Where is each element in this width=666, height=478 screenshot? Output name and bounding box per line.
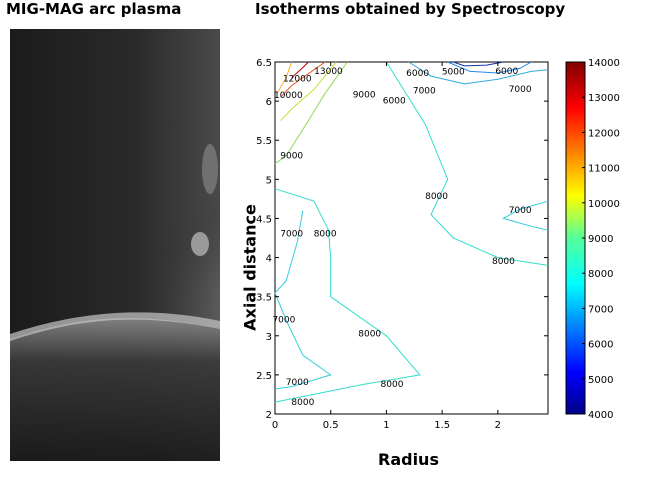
contour-label-0: 13000 [314, 67, 343, 77]
contour-label-14: 8000 [314, 230, 337, 240]
contour-line-7000-3 [502, 200, 549, 231]
contour-label-6: 5000 [442, 68, 465, 78]
y-tick-label-8: 6 [266, 97, 272, 108]
y-tick-label-2: 3 [266, 332, 272, 343]
y-tick-label-3: 3.5 [256, 293, 272, 304]
contour-line-10000-8 [280, 61, 337, 122]
contour-label-10: 9000 [280, 151, 303, 161]
contour-label-15: 8000 [492, 257, 515, 267]
colorbar-tick-label-6: 8000 [588, 269, 613, 280]
contour-label-17: 8000 [358, 330, 381, 340]
contour-line-9000-7 [274, 61, 348, 165]
y-tick-label-4: 4 [266, 254, 272, 265]
y-tick-label-1: 2.5 [256, 371, 272, 382]
contour-label-16: 7000 [272, 316, 295, 326]
x-tick-label-3: 1.5 [434, 420, 450, 431]
x-axis-ticks: 0 0.5 1 1.5 2 [272, 62, 501, 431]
colorbar-tick-label-8: 6000 [588, 340, 613, 351]
y-axis-label: Axial distance [240, 204, 260, 331]
contour-label-3: 9000 [353, 90, 376, 100]
contour-label-4: 6000 [383, 97, 406, 107]
contour-label-11: 8000 [425, 192, 448, 202]
chart-title: Isotherms obtained by Spectroscopy [255, 0, 566, 18]
contour-line-5000-6 [453, 61, 504, 67]
colorbar-tick-label-5: 9000 [588, 234, 613, 245]
contour-label-19: 8000 [381, 380, 404, 390]
contour-lines [274, 61, 549, 403]
colorbar-tick-label-0: 14000 [588, 58, 620, 69]
contour-label-18: 7000 [286, 378, 309, 388]
contour-line-12000-9 [276, 61, 293, 94]
colorbar-tick-label-4: 10000 [588, 199, 620, 210]
x-tick-label-2: 1 [383, 420, 389, 431]
x-tick-label-4: 2 [495, 420, 501, 431]
colorbar-tick-label-9: 5000 [588, 375, 613, 386]
contour-label-13: 7000 [280, 230, 303, 240]
contour-label-12: 7000 [509, 206, 532, 216]
contour-label-7: 6000 [495, 67, 518, 77]
colorbar-tick-label-7: 7000 [588, 304, 613, 315]
contour-line-8000-0 [274, 188, 421, 403]
arc-plasma-photo [10, 29, 220, 461]
contour-label-8: 7000 [413, 86, 436, 96]
x-tick-label-1: 0.5 [323, 420, 339, 431]
contour-line-13000-10 [280, 61, 326, 98]
contour-label-5: 6000 [406, 69, 429, 79]
colorbar: 14000 13000 12000 11000 10000 9000 8000 7000 600… [565, 58, 620, 421]
y-tick-label-0: 2 [266, 410, 272, 421]
x-axis-label: Radius [378, 450, 439, 469]
colorbar-tick-label-2: 12000 [588, 128, 620, 139]
colorbar-tick-label-3: 11000 [588, 164, 620, 175]
contour-line-14000-11 [291, 61, 309, 78]
contour-label-20: 8000 [291, 398, 314, 408]
y-tick-label-7: 5.5 [256, 136, 272, 147]
y-tick-label-6: 5 [266, 175, 272, 186]
y-tick-label-9: 6.5 [256, 58, 272, 69]
contour-line-7000-1 [274, 210, 332, 390]
colorbar-tick-label-1: 13000 [588, 93, 620, 104]
contour-line-7000-4 [408, 61, 549, 85]
x-tick-label-0: 0 [272, 420, 278, 431]
contour-label-2: 10000 [274, 91, 303, 101]
y-axis-ticks: 2 2.5 3 3.5 4 4.5 5 5.5 6 6.5 [256, 58, 548, 421]
colorbar-tick-label-10: 4000 [588, 410, 613, 421]
contour-label-1: 12000 [283, 75, 312, 85]
plot-area [274, 61, 549, 415]
contour-line-8000-2 [385, 61, 549, 266]
y-tick-label-5: 4.5 [256, 214, 272, 225]
photo-title: MIG-MAG arc plasma [6, 0, 182, 18]
contour-line-6000-5 [447, 61, 532, 74]
contour-label-9: 7000 [509, 85, 532, 95]
